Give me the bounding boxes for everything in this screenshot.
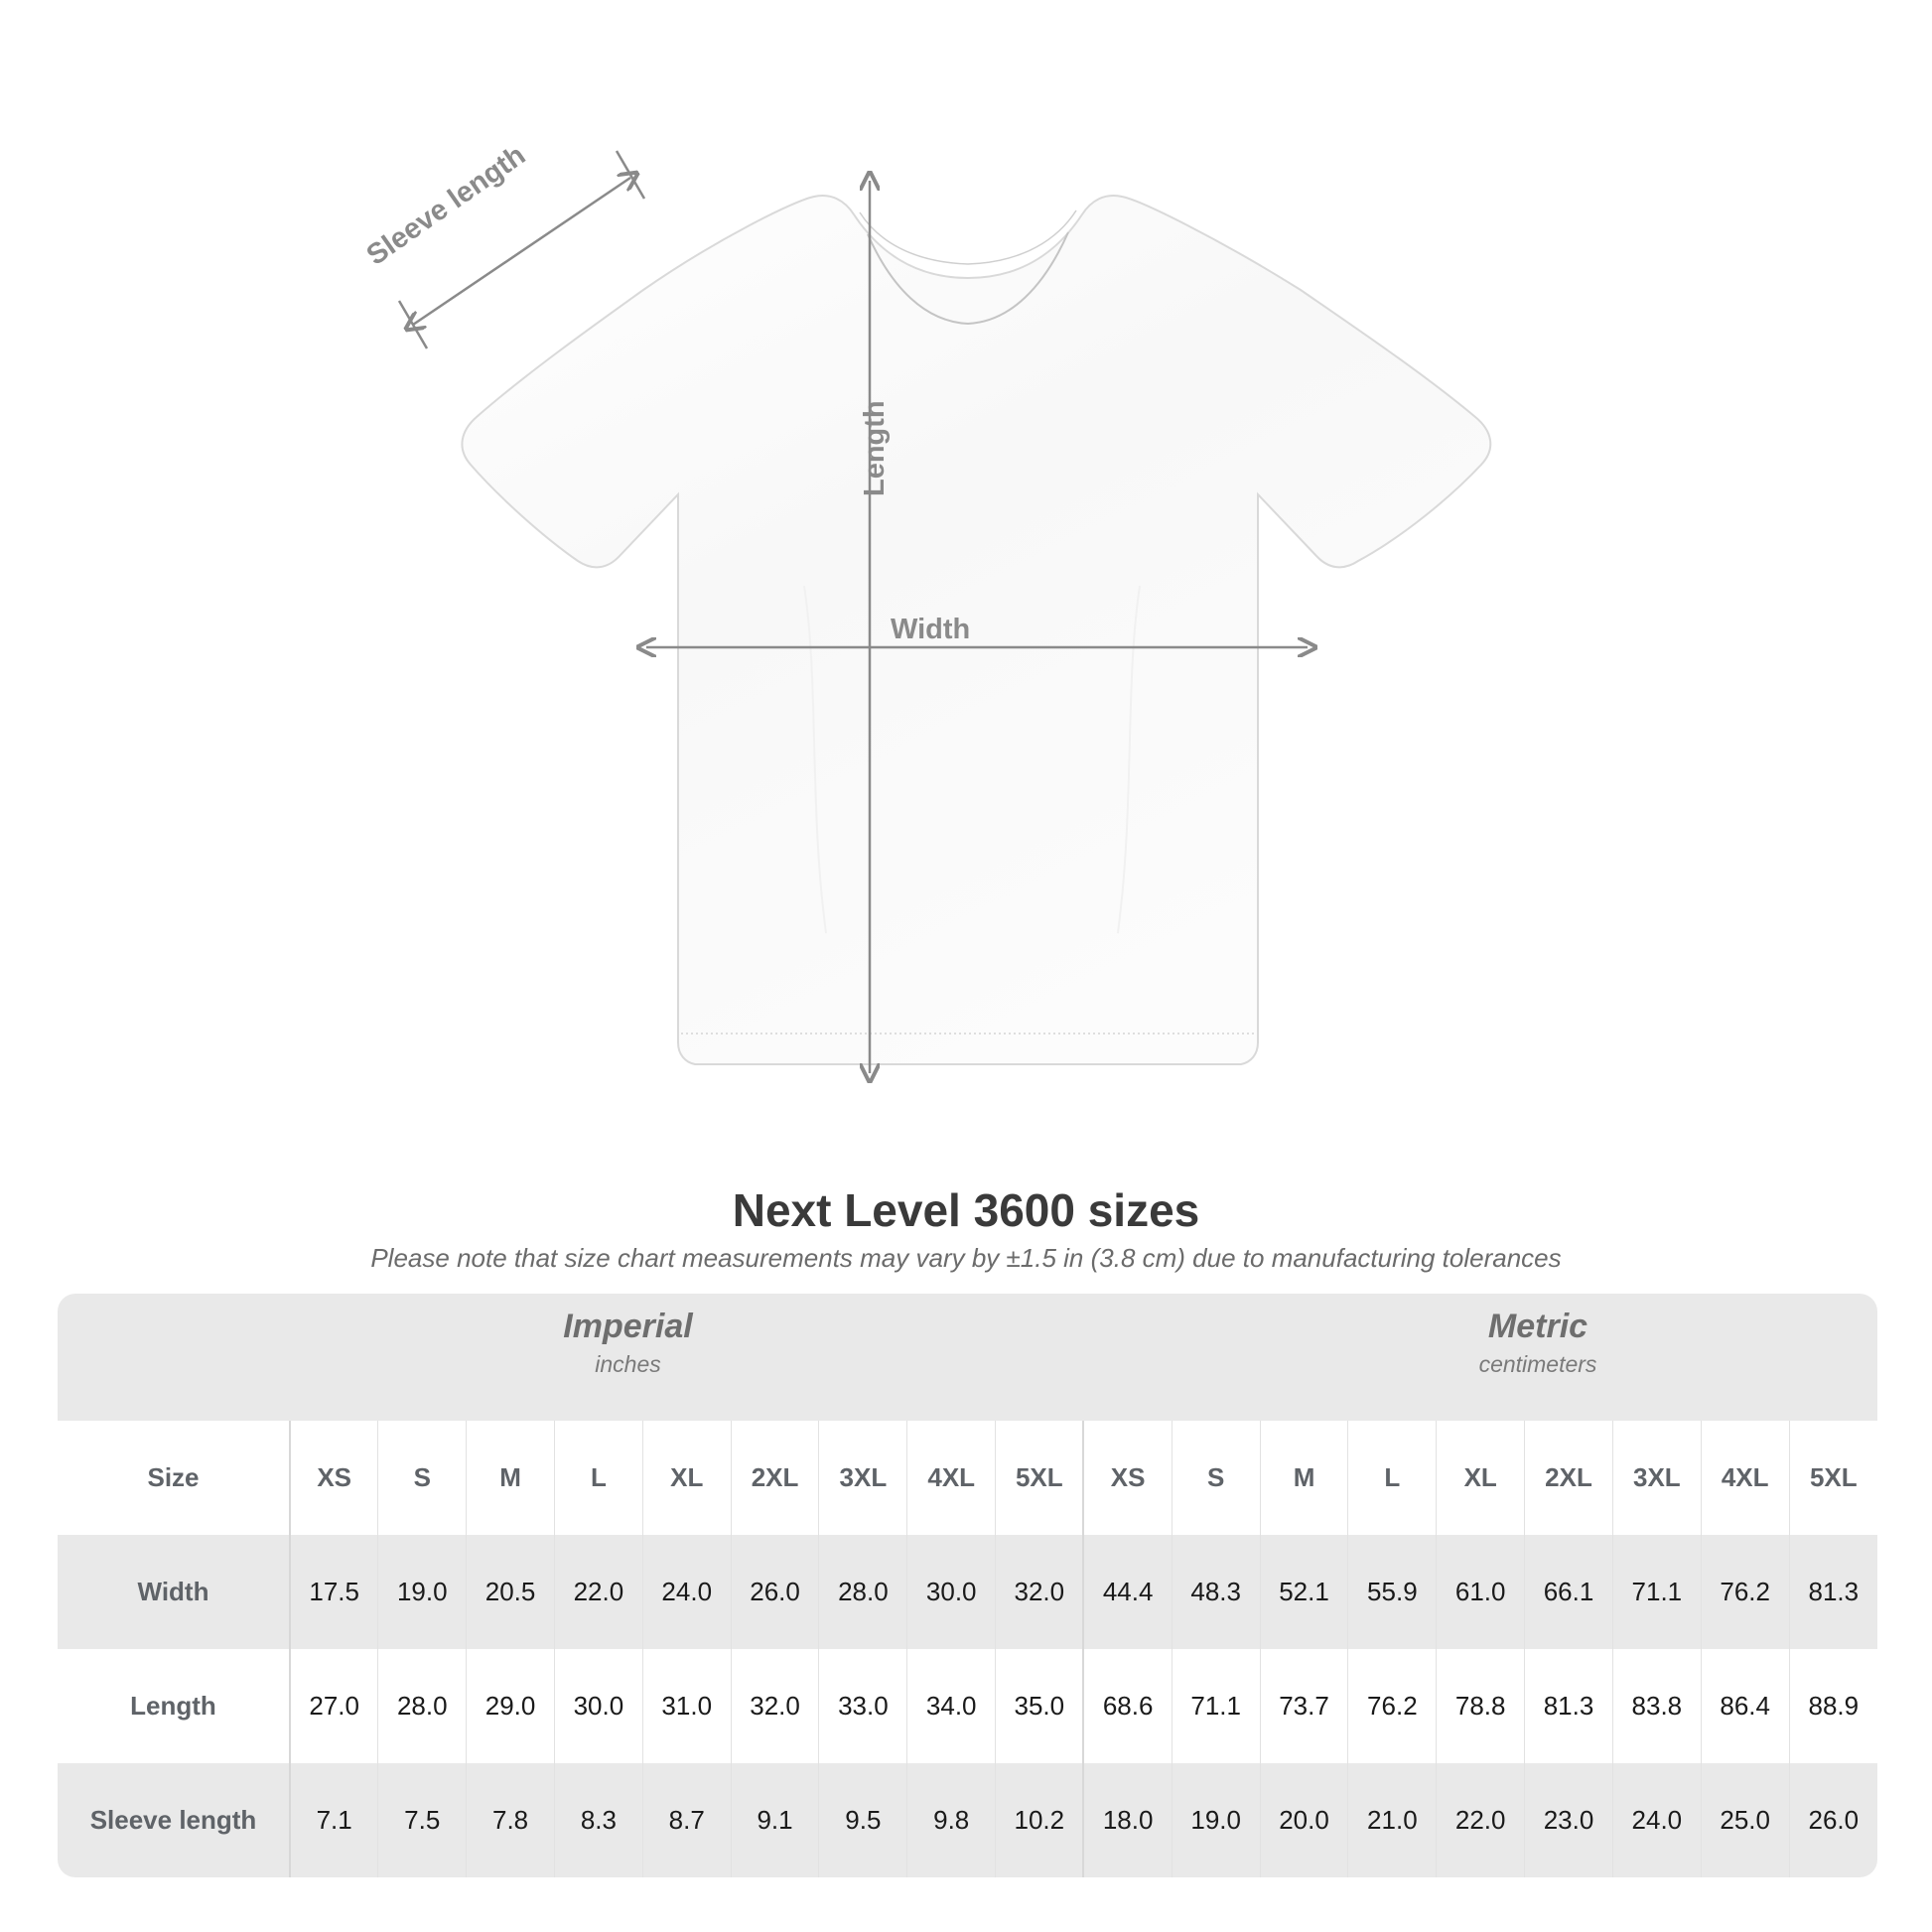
svg-text:Length: Length xyxy=(859,400,891,496)
svg-text:Width: Width xyxy=(891,614,970,645)
svg-text:Sleeve length: Sleeve length xyxy=(361,139,532,271)
